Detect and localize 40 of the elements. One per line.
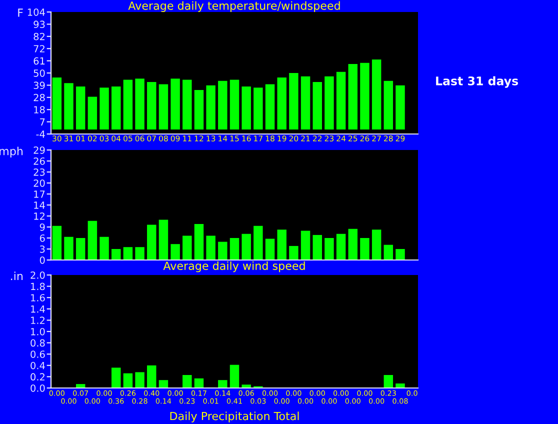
y-tick-label: 9 [40,223,45,231]
y-tick-label: 39 [34,82,45,90]
y-tick-label: 0.2 [30,373,44,381]
y-tick-label: 93 [34,20,45,28]
y-tick-label: 26 [34,157,45,165]
y-tick-label: 1.4 [31,306,45,313]
y-tick-label: 29 [34,146,45,154]
y-tick-label: 1.0 [31,328,45,336]
text: Last 31 days [436,76,518,88]
chart-title: Average daily temperature/windspeed [128,1,340,12]
y-tick-label: 61 [34,57,45,65]
y-tick-label: -4 [36,130,45,138]
y-tick-label: 2.0 [30,271,45,279]
x-axis-title: Average daily wind speed [163,261,305,272]
y-tick-label: 0.8 [30,339,45,347]
y-tick-label: 17 [34,190,45,198]
y-tick-label: 1.2 [31,316,44,324]
y-tick-label: 7 [40,118,45,126]
y-tick-label: 0 [40,256,45,264]
y-tick-label: 0.0 [30,384,45,392]
y-axis-title: F [18,8,23,17]
y-tick-label: 50 [34,69,45,77]
y-axis-title: mph [0,146,23,158]
y-axis-title: .in [11,272,23,280]
y-tick-label: 0.4 [30,362,45,370]
y-tick-label: 23 [34,168,45,176]
x-axis-title: Daily Precipitation Total [170,412,299,422]
y-tick-label: 0.6 [30,350,45,358]
y-tick-label: 104 [28,8,45,16]
y-tick-label: 82 [34,32,44,40]
y-tick-label: 28 [34,94,45,102]
y-tick-label: 1.8 [31,282,45,290]
y-tick-label: 14 [34,202,45,209]
y-tick-label: 3 [40,245,45,253]
y-tick-label: 6 [40,234,45,242]
y-tick-label: 1.6 [31,294,45,302]
y-tick-label: 72 [34,45,44,52]
y-tick-label: 18 [34,106,45,114]
y-tick-label: 12 [34,212,44,220]
y-tick-label: 20 [34,179,45,187]
